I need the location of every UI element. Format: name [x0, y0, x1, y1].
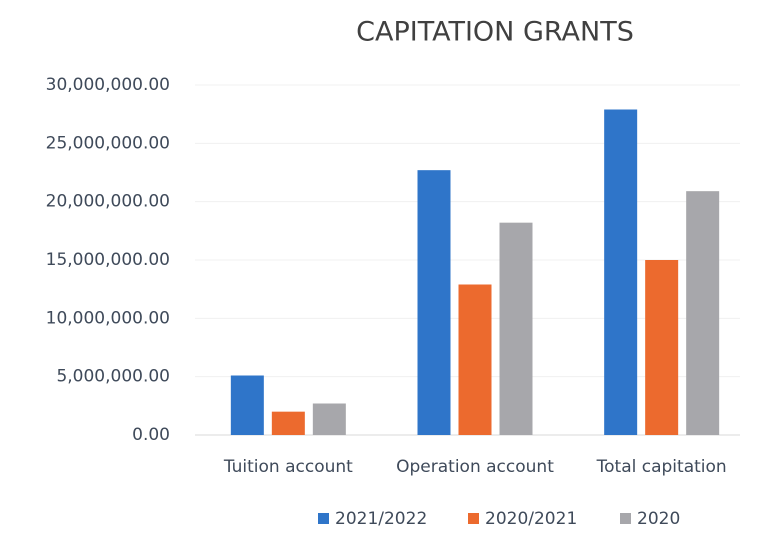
legend-swatch	[318, 513, 329, 524]
bar	[271, 411, 305, 435]
bar	[417, 170, 451, 435]
y-tick-label: 5,000,000.00	[56, 367, 170, 387]
bar	[458, 284, 492, 435]
x-tick-label: Total capitation	[596, 457, 727, 477]
x-tick-label: Operation account	[396, 457, 554, 477]
legend-swatch	[620, 513, 631, 524]
x-tick-label: Tuition account	[223, 457, 353, 477]
legend-swatch	[468, 513, 479, 524]
y-tick-label: 25,000,000.00	[46, 133, 170, 153]
y-tick-label: 10,000,000.00	[46, 308, 170, 328]
bar	[499, 222, 533, 435]
bar	[312, 403, 346, 435]
legend-label: 2020/2021	[485, 509, 577, 529]
bar	[230, 375, 264, 435]
y-tick-label: 15,000,000.00	[46, 250, 170, 270]
y-tick-label: 20,000,000.00	[46, 192, 170, 212]
y-tick-label: 0.00	[132, 425, 170, 445]
legend-label: 2021/2022	[335, 509, 427, 529]
chart-title: CAPITATION GRANTS	[356, 17, 634, 48]
legend-label: 2020	[637, 509, 680, 529]
y-tick-label: 30,000,000.00	[46, 75, 170, 95]
bar	[645, 260, 679, 435]
bar	[686, 191, 720, 435]
bar	[604, 109, 638, 435]
